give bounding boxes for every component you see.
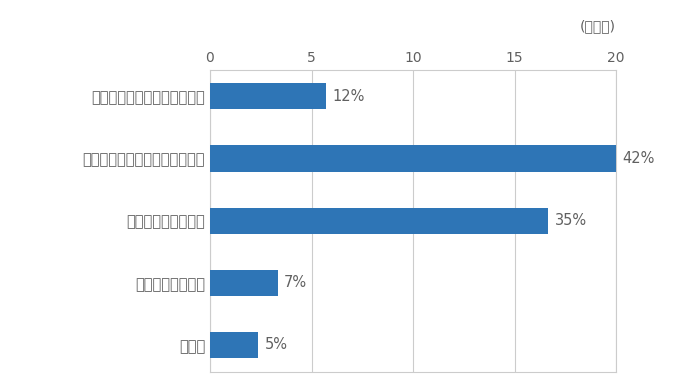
Bar: [210, 270, 278, 296]
Text: (品目数): (品目数): [580, 19, 616, 33]
Bar: [210, 146, 616, 171]
Text: 12%: 12%: [332, 89, 365, 104]
Text: 42%: 42%: [622, 151, 654, 166]
Text: 5%: 5%: [265, 337, 288, 352]
Text: 35%: 35%: [554, 213, 587, 228]
Bar: [210, 83, 326, 110]
Text: 7%: 7%: [284, 275, 307, 290]
Bar: [210, 207, 548, 234]
Bar: [210, 332, 258, 358]
